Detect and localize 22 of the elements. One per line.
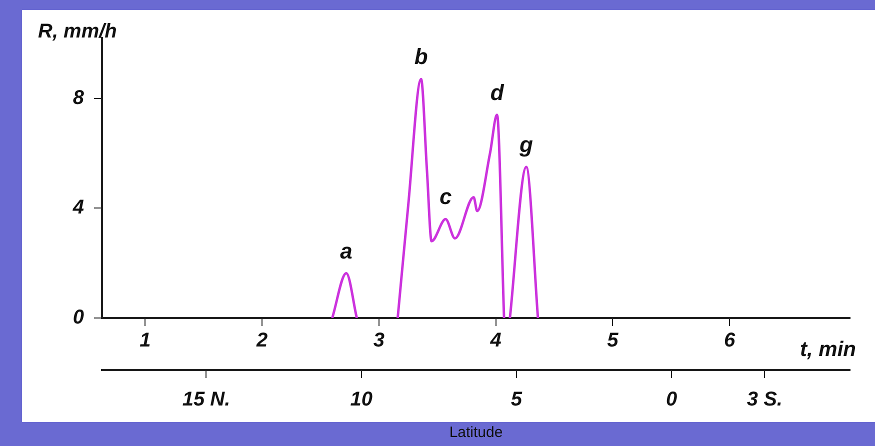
y-tick-label: 4 [72, 196, 84, 219]
x-tick-label: 2 [256, 330, 268, 352]
annotation: g [518, 132, 534, 158]
annotation: d [490, 80, 504, 105]
x-tick-label: 4 [489, 330, 502, 352]
x2-tick-label: 0 [666, 388, 678, 411]
x-tick-label: 1 [140, 330, 151, 352]
x2-axis-title: Latitude [449, 424, 503, 442]
x-tick-label: 6 [724, 330, 736, 352]
annotation: a [340, 238, 352, 264]
x2-tick-label: 3 S. [746, 388, 782, 411]
y-tick-label: 8 [72, 86, 85, 109]
x-tick-label: 5 [607, 330, 620, 352]
x2-tick-label: 15 N. [182, 388, 230, 411]
x-tick-label: 3 [373, 330, 385, 352]
annotation: c [439, 184, 452, 210]
y-axis-title: R, mm/h [38, 20, 117, 43]
x-axis-title: t, min [800, 338, 856, 361]
x2-tick-label: 5 [510, 388, 523, 411]
annotation: b [414, 44, 428, 70]
x2-tick-label: 10 [350, 388, 372, 411]
y-tick-label: 0 [72, 306, 84, 329]
